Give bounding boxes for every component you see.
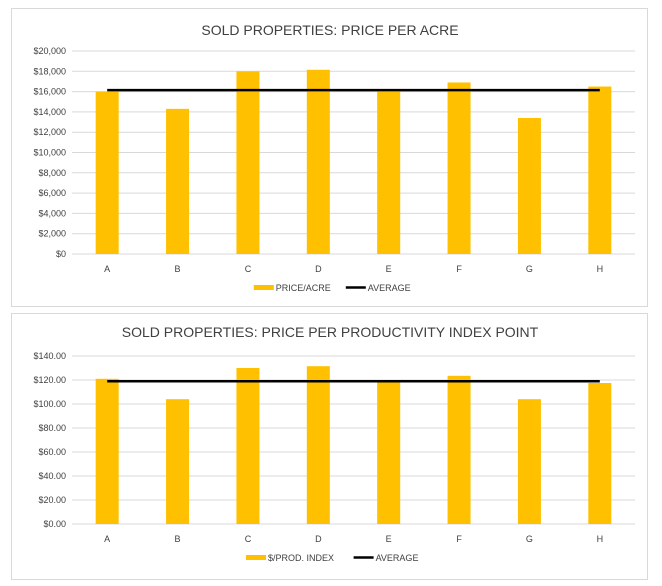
x-tick-label: A (104, 534, 110, 544)
price-per-pi-plot: SOLD PROPERTIES: PRICE PER PRODUCTIVITY … (33, 324, 635, 563)
bar-e (377, 380, 401, 524)
x-tick-label: C (245, 534, 252, 544)
bar-g (517, 399, 541, 524)
chart-title: SOLD PROPERTIES: PRICE PER ACRE (201, 22, 458, 38)
y-tick-label: $20,000 (33, 46, 66, 56)
bar-a (95, 91, 119, 254)
y-tick-label: $6,000 (38, 188, 66, 198)
x-tick-label: B (175, 534, 181, 544)
y-tick-label: $140.00 (33, 351, 66, 361)
x-tick-label: F (456, 264, 462, 274)
x-tick-label: E (386, 264, 392, 274)
x-tick-label: F (456, 534, 462, 544)
x-tick-label: B (175, 264, 181, 274)
y-tick-label: $20.00 (38, 495, 66, 505)
y-tick-label: $12,000 (33, 127, 66, 137)
x-tick-label: D (315, 534, 322, 544)
y-tick-label: $0 (56, 249, 66, 259)
y-tick-label: $8,000 (38, 168, 66, 178)
bar-h (588, 383, 612, 524)
bar-c (236, 368, 260, 524)
legend-swatch-bar (246, 555, 266, 560)
x-tick-label: D (315, 264, 322, 274)
bar-d (306, 366, 330, 524)
legend-label: $/PROD. INDEX (268, 553, 334, 563)
y-tick-label: $60.00 (38, 447, 66, 457)
legend-label: PRICE/ACRE (276, 283, 331, 293)
bar-b (166, 399, 190, 524)
y-tick-label: $120.00 (33, 375, 66, 385)
legend-label: AVERAGE (368, 283, 411, 293)
x-tick-label: H (597, 264, 604, 274)
legend-label: AVERAGE (376, 553, 419, 563)
chart-legend: PRICE/ACRE AVERAGE (253, 283, 411, 293)
price-per-pi-chart: SOLD PROPERTIES: PRICE PER PRODUCTIVITY … (11, 313, 648, 580)
y-tick-label: $100.00 (33, 399, 66, 409)
bar-c (236, 71, 260, 254)
price-per-acre-plot: SOLD PROPERTIES: PRICE PER ACRE $0 $2,000… (33, 22, 635, 293)
x-tick-label: C (245, 264, 252, 274)
bar-b (166, 108, 190, 254)
bar-f (447, 82, 471, 254)
y-tick-label: $18,000 (33, 66, 66, 76)
bar-f (447, 375, 471, 524)
x-tick-label: E (386, 534, 392, 544)
legend-swatch-bar (253, 285, 274, 290)
y-tick-label: $2,000 (38, 229, 66, 239)
y-tick-label: $16,000 (33, 87, 66, 97)
y-tick-label: $4,000 (38, 208, 66, 218)
y-tick-label: $14,000 (33, 107, 66, 117)
chart-legend: $/PROD. INDEX AVERAGE (246, 553, 418, 563)
bar-g (517, 117, 541, 255)
y-tick-label: $10,000 (33, 148, 66, 158)
x-tick-label: G (526, 264, 533, 274)
bar-e (377, 91, 401, 254)
bar-h (588, 86, 612, 255)
x-tick-label: G (526, 534, 533, 544)
bar-d (306, 69, 330, 254)
y-tick-label: $80.00 (38, 423, 66, 433)
price-per-acre-chart: SOLD PROPERTIES: PRICE PER ACRE $0 $2,000… (11, 8, 648, 307)
bar-a (95, 378, 119, 524)
x-tick-label: A (104, 264, 110, 274)
x-tick-label: H (597, 534, 604, 544)
chart-title: SOLD PROPERTIES: PRICE PER PRODUCTIVITY … (122, 324, 539, 340)
y-tick-label: $40.00 (38, 471, 66, 481)
y-tick-label: $0.00 (43, 519, 66, 529)
